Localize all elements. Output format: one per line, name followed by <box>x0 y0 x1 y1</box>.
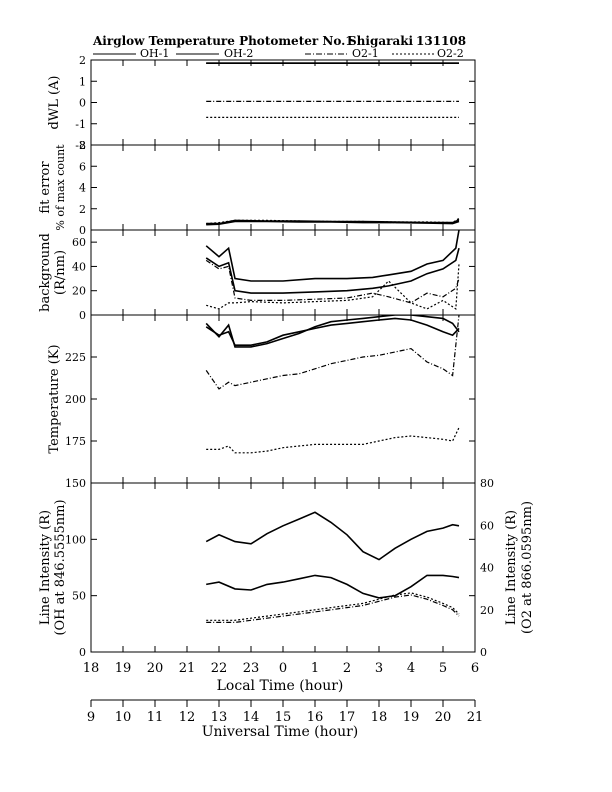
ut-tick-label: 15 <box>275 710 292 725</box>
figure-site: Shigaraki <box>348 34 414 48</box>
y-tick-label: 60 <box>72 236 86 249</box>
series-line-o22 <box>206 427 460 454</box>
local-tick-label: 20 <box>147 661 164 676</box>
panel-frame <box>90 482 476 653</box>
legend: OH-1 OH-2 O2-1 O2-2 <box>93 47 464 60</box>
y-tick-label: 2 <box>79 203 86 216</box>
ut-tick-label: 21 <box>467 710 484 725</box>
panel-fit_error: 0 2 4 6 8 fit error% of max count <box>38 139 476 237</box>
y-right-tick-label: 20 <box>480 604 494 617</box>
ut-tick-label: 10 <box>115 710 132 725</box>
ut-tick-label: 13 <box>211 710 228 725</box>
local-tick-label: 22 <box>211 661 228 676</box>
ut-tick-label: 12 <box>179 710 196 725</box>
series-line-o21 <box>206 218 460 225</box>
y-tick-label: -1 <box>75 118 86 131</box>
series-line-o22 <box>206 263 460 310</box>
y-right-tick-label: 60 <box>480 519 494 532</box>
y-axis-subtitle: % of max count <box>54 144 67 231</box>
y-tick-label: 200 <box>65 393 86 406</box>
y-tick-label: 40 <box>72 260 86 273</box>
local-time-title: Local Time (hour) <box>217 678 344 694</box>
ut-tick-label: 11 <box>147 710 164 725</box>
y-tick-label: 150 <box>65 477 86 490</box>
y-right-tick-label: 40 <box>480 562 494 575</box>
y-tick-label: 0 <box>79 97 86 110</box>
y-axis-title: Line Intensity (R) <box>38 510 53 625</box>
series-line-o22 <box>206 217 460 225</box>
y-axis-title: dWL (A) <box>47 76 62 130</box>
series-line-o21 <box>206 594 460 624</box>
panel-frame <box>90 144 476 231</box>
panel-dwl: -2 -1 0 1 2 dWL (A) <box>47 54 476 152</box>
local-tick-label: 21 <box>179 661 196 676</box>
local-tick-label: 1 <box>311 661 319 676</box>
y-tick-label: 0 <box>79 224 86 237</box>
legend-label-o21: O2-1 <box>352 47 379 60</box>
local-tick-label: 19 <box>115 661 132 676</box>
y-tick-label: 6 <box>79 160 86 173</box>
y-axis-title: fit error <box>38 161 53 214</box>
local-tick-label: 18 <box>83 661 100 676</box>
y-right-axis-subtitle: (O2 at 866.0595nm) <box>520 501 535 634</box>
ut-tick-label: 19 <box>403 710 420 725</box>
panel-background: 0 20 40 60 background (R/nm) <box>38 229 476 322</box>
y-tick-label: 225 <box>65 351 86 364</box>
y-right-tick-label: 0 <box>480 646 487 659</box>
local-tick-label: 6 <box>471 661 479 676</box>
series-line-oh2 <box>206 574 460 599</box>
local-tick-label: 0 <box>279 661 287 676</box>
legend-label-oh1: OH-1 <box>140 47 169 60</box>
local-tick-label: 4 <box>407 661 415 676</box>
ut-tick-label: 14 <box>243 710 260 725</box>
series-line-o21 <box>205 315 460 390</box>
y-axis-title: Temperature (K) <box>47 344 62 453</box>
legend-label-o22: O2-2 <box>437 47 464 60</box>
local-tick-label: 23 <box>243 661 260 676</box>
y-tick-label: 0 <box>79 309 86 322</box>
y-tick-label: 4 <box>79 182 86 195</box>
y-right-axis-title: Line Intensity (R) <box>504 510 519 625</box>
panel-frame <box>90 314 476 484</box>
y-axis-title: background <box>38 233 53 312</box>
y-right-tick-label: 80 <box>480 477 494 490</box>
local-tick-label: 2 <box>343 661 351 676</box>
series-line-oh1 <box>205 315 460 348</box>
y-tick-label: 0 <box>79 646 86 659</box>
y-tick-label: 100 <box>65 533 86 546</box>
y-tick-label: 2 <box>79 54 86 67</box>
local-tick-label: 5 <box>439 661 447 676</box>
series-line-o22 <box>206 592 460 621</box>
y-tick-label: 20 <box>72 285 86 298</box>
series-line-oh2 <box>205 247 460 294</box>
ut-tick-label: 16 <box>307 710 324 725</box>
panels: -2 -1 0 1 2 dWL (A) 0 2 4 6 8 fit error% of max cou… <box>38 54 535 659</box>
series-line-oh1 <box>205 230 460 282</box>
local-tick-label: 3 <box>375 661 383 676</box>
y-tick-label: 175 <box>65 435 86 448</box>
panel-frame <box>90 59 476 146</box>
series-line-oh2 <box>205 317 460 347</box>
ut-tick-label: 17 <box>339 710 356 725</box>
ut-tick-label: 9 <box>87 710 95 725</box>
ut-tick-label: 20 <box>435 710 452 725</box>
figure-date: 131108 <box>416 34 466 48</box>
y-tick-label: -2 <box>75 139 86 152</box>
local-time-axis: 18 19 20 21 22 23 0 1 2 3 4 5 6 <box>83 661 479 676</box>
figure-title: Airglow Temperature Photometer No.1 <box>92 34 354 48</box>
legend-label-oh2: OH-2 <box>224 47 253 60</box>
y-tick-label: 8 <box>79 139 86 152</box>
y-axis-subtitle: (OH at 846.5555nm) <box>53 499 68 635</box>
y-tick-label: 50 <box>72 590 86 603</box>
ut-tick-label: 18 <box>371 710 388 725</box>
panel-frame <box>90 229 476 316</box>
universal-time-axis: 9 10 11 12 13 14 15 16 17 18 19 20 21 <box>87 699 484 725</box>
universal-time-title: Universal Time (hour) <box>202 724 359 740</box>
y-axis-subtitle: (R/nm) <box>53 250 68 295</box>
series-line-oh1 <box>205 511 460 561</box>
y-tick-label: 1 <box>79 75 86 88</box>
